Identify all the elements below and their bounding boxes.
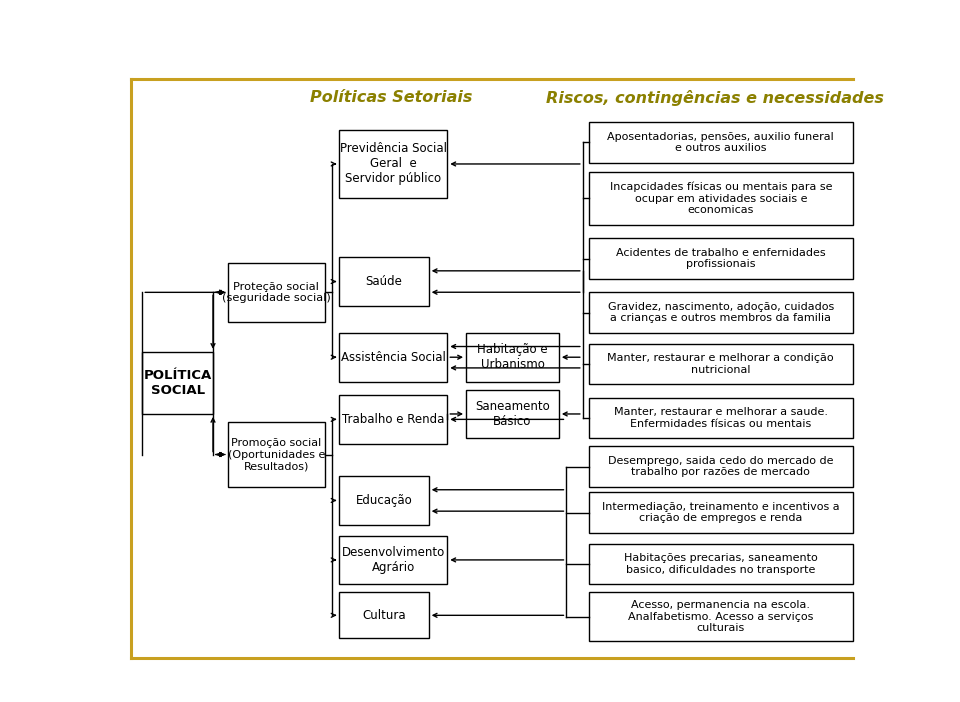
Text: Educação: Educação	[356, 494, 413, 507]
Text: Assistência Social: Assistência Social	[341, 351, 445, 364]
FancyBboxPatch shape	[340, 130, 447, 198]
Text: Proteção social
(seguridade social): Proteção social (seguridade social)	[222, 282, 330, 303]
Text: Saneamento
Básico: Saneamento Básico	[475, 400, 550, 428]
Text: Acidentes de trabalho e enfernidades
profissionais: Acidentes de trabalho e enfernidades pro…	[616, 248, 826, 270]
Text: Trabalho e Renda: Trabalho e Renda	[342, 413, 444, 426]
FancyBboxPatch shape	[228, 263, 324, 322]
Text: Manter, restaurar e melhorar a condição
nutricional: Manter, restaurar e melhorar a condição …	[608, 353, 834, 375]
Text: Habitações precarias, saneamento
basico, dificuldades no transporte: Habitações precarias, saneamento basico,…	[624, 553, 818, 575]
FancyBboxPatch shape	[228, 422, 324, 487]
FancyBboxPatch shape	[588, 543, 852, 584]
Text: Intermediação, treinamento e incentivos a
criação de empregos e renda: Intermediação, treinamento e incentivos …	[602, 502, 840, 524]
FancyBboxPatch shape	[588, 292, 852, 333]
FancyBboxPatch shape	[588, 238, 852, 279]
FancyBboxPatch shape	[340, 476, 429, 525]
FancyBboxPatch shape	[588, 398, 852, 438]
FancyBboxPatch shape	[142, 352, 213, 414]
FancyBboxPatch shape	[340, 395, 447, 444]
Text: Acesso, permanencia na escola.
Analfabetismo. Acesso a serviços
culturais: Acesso, permanencia na escola. Analfabet…	[628, 600, 813, 633]
FancyBboxPatch shape	[340, 333, 447, 382]
Text: Manter, restaurar e melhorar a saude.
Enfermidades físicas ou mentais: Manter, restaurar e melhorar a saude. En…	[613, 407, 828, 429]
Text: Previdência Social
Geral  e
Servidor público: Previdência Social Geral e Servidor públ…	[340, 143, 447, 185]
Text: Cultura: Cultura	[362, 609, 406, 622]
Text: Habitação e
Urbanismo: Habitação e Urbanismo	[477, 343, 548, 371]
FancyBboxPatch shape	[588, 172, 852, 225]
FancyBboxPatch shape	[340, 257, 429, 306]
Text: Aposentadorias, pensões, auxilio funeral
e outros auxilios: Aposentadorias, pensões, auxilio funeral…	[608, 131, 834, 153]
Text: POLÍTICA
SOCIAL: POLÍTICA SOCIAL	[144, 369, 212, 397]
Text: Saúde: Saúde	[366, 275, 402, 288]
FancyBboxPatch shape	[588, 492, 852, 533]
Text: Desenvolvimento
Agrário: Desenvolvimento Agrário	[342, 546, 445, 574]
FancyBboxPatch shape	[466, 390, 559, 438]
Text: Riscos, contingências e necessidades: Riscos, contingências e necessidades	[546, 90, 884, 106]
Text: Políticas Setoriais: Políticas Setoriais	[310, 91, 472, 105]
FancyBboxPatch shape	[588, 344, 852, 384]
FancyBboxPatch shape	[340, 536, 447, 584]
FancyBboxPatch shape	[466, 333, 559, 382]
FancyBboxPatch shape	[588, 446, 852, 487]
Text: Incapcidades físicas ou mentais para se
ocupar em atividades sociais e
economica: Incapcidades físicas ou mentais para se …	[610, 181, 832, 215]
FancyBboxPatch shape	[588, 122, 852, 163]
Text: Desemprego, saida cedo do mercado de
trabalho por razões de mercado: Desemprego, saida cedo do mercado de tra…	[608, 456, 833, 477]
FancyBboxPatch shape	[340, 592, 429, 638]
FancyBboxPatch shape	[588, 592, 852, 641]
Text: Promoção social
(Oportunidades e
Resultados): Promoção social (Oportunidades e Resulta…	[228, 438, 324, 471]
Text: Gravidez, nascimento, adoção, cuidados
a crianças e outros membros da familia: Gravidez, nascimento, adoção, cuidados a…	[608, 302, 834, 324]
